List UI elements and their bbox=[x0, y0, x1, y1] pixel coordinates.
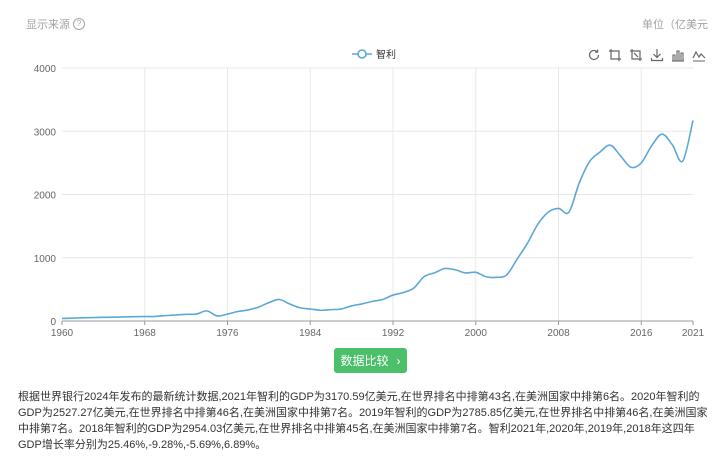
question-circle-icon[interactable]: ? bbox=[73, 18, 85, 30]
data-compare-button[interactable]: 数据比较 › bbox=[334, 348, 407, 373]
x-tick-label: 1984 bbox=[299, 328, 322, 339]
top-bar: 显示来源 ? 单位（亿美元 bbox=[0, 0, 720, 44]
show-source-label[interactable]: 显示来源 bbox=[26, 19, 70, 31]
line-chart-icon[interactable] bbox=[692, 48, 706, 62]
series-line-智利 bbox=[61, 120, 694, 320]
legend-circle-marker bbox=[357, 49, 367, 59]
x-tick-label: 1968 bbox=[134, 328, 157, 339]
x-tick-label: 2000 bbox=[465, 328, 488, 339]
chart-svg: 0 1000 2000 3000 4000 1960 1968 1976 1984 1992 200… bbox=[34, 48, 705, 339]
y-tick-label: 0 bbox=[50, 317, 56, 328]
x-tick-label: 1960 bbox=[51, 328, 74, 339]
y-tick-label: 1000 bbox=[34, 254, 57, 265]
y-tick-label: 4000 bbox=[34, 64, 57, 75]
zoom-icon[interactable] bbox=[608, 48, 622, 62]
y-tick-label: 2000 bbox=[34, 191, 57, 202]
gdp-line-chart: 0 1000 2000 3000 4000 1960 1968 1976 1984 1992 200… bbox=[0, 40, 720, 345]
x-tick-label: 1976 bbox=[216, 328, 239, 339]
x-tick-label: 2021 bbox=[682, 328, 705, 339]
download-icon[interactable] bbox=[650, 48, 664, 62]
y-tick-label: 3000 bbox=[34, 127, 57, 138]
bar-chart-icon[interactable] bbox=[671, 48, 685, 62]
chart-toolbar bbox=[587, 48, 706, 62]
x-tick-label: 1992 bbox=[382, 328, 405, 339]
restore-icon[interactable] bbox=[587, 48, 601, 62]
zoom-reset-icon[interactable] bbox=[629, 48, 643, 62]
data-compare-label[interactable]: 数据比较 bbox=[340, 354, 389, 368]
legend-entry-label: 智利 bbox=[376, 48, 396, 61]
gdp-description-text: 根据世界银行2024年发布的最新统计数据,2021年智利的GDP为3170.59… bbox=[18, 391, 708, 451]
x-tick-label: 2008 bbox=[547, 328, 570, 339]
chevron-right-icon[interactable]: › bbox=[396, 353, 401, 368]
x-tick-label: 2016 bbox=[630, 328, 653, 339]
unit-label: 单位（亿美元 bbox=[642, 19, 708, 31]
show-source-link[interactable]: 显示来源 ? bbox=[26, 16, 85, 32]
